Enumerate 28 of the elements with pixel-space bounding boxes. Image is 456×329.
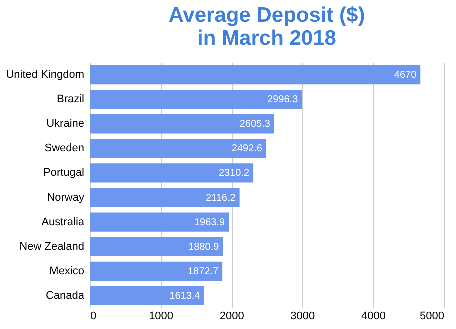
data-label: 1613.4 (170, 290, 201, 302)
data-label: 1963.9 (194, 217, 226, 228)
y-tick-label: Brazil (56, 94, 84, 106)
x-tick-label: 2000 (220, 310, 244, 322)
data-label: 4670 (394, 70, 418, 82)
y-tick-label: Australia (42, 216, 86, 228)
y-tick-label: Mexico (50, 265, 84, 278)
x-tick-label: 1000 (149, 310, 174, 322)
x-tick-label: 0 (90, 310, 97, 322)
y-tick-label: United Kingdom (6, 69, 84, 82)
y-tick-label: New Zealand (20, 240, 84, 253)
x-tick-label: 3000 (290, 310, 316, 322)
y-tick-label: Canada (46, 290, 86, 302)
y-tick-label: Ukraine (46, 118, 84, 130)
y-tick-label: Norway (47, 192, 85, 204)
y-tick-label: Sweden (44, 142, 84, 155)
data-label: 2310.2 (218, 168, 250, 180)
x-tick-label: 4000 (361, 310, 386, 322)
y-tick-label: Portugal (44, 167, 84, 180)
data-label: 1872.7 (188, 266, 220, 278)
data-label: 2996.3 (268, 94, 299, 106)
data-label: 2605.3 (240, 119, 271, 130)
data-label: 1880.9 (188, 242, 220, 253)
data-label: 2116.2 (206, 192, 236, 204)
data-label: 2492.6 (232, 144, 263, 155)
text: Average Deposit ($) (168, 4, 366, 27)
x-tick-label: 5000 (420, 310, 444, 322)
text: in March 2018 (198, 27, 336, 50)
